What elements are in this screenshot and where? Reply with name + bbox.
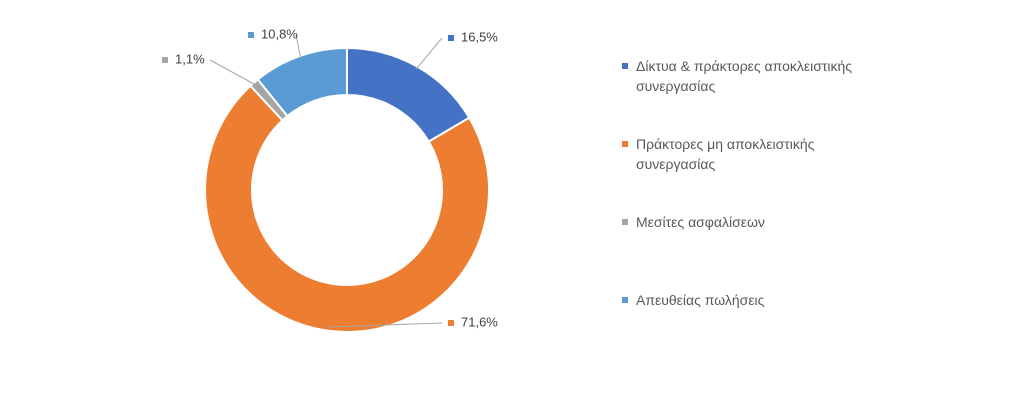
- legend-swatch: [622, 63, 628, 69]
- legend-item: Μεσίτες ασφαλίσεων: [622, 212, 876, 232]
- data-label: 71,6%: [461, 314, 498, 329]
- legend-item: Δίκτυα & πράκτορες αποκλειστικής συνεργα…: [622, 56, 876, 96]
- legend-label: Μεσίτες ασφαλίσεων: [636, 214, 765, 230]
- donut-slice: [256, 46, 348, 118]
- label-marker: [448, 35, 454, 41]
- leader-line: [295, 34, 302, 60]
- legend-item: Απευθείας πωλήσεις: [622, 290, 876, 310]
- label-marker: [448, 320, 454, 326]
- label-marker: [248, 32, 254, 38]
- data-label: 1,1%: [175, 51, 205, 66]
- legend-swatch: [622, 141, 628, 147]
- data-label: 10,8%: [261, 26, 298, 41]
- data-label: 16,5%: [461, 29, 498, 44]
- leader-line: [209, 59, 257, 86]
- leader-line: [415, 37, 443, 71]
- legend-label: Απευθείας πωλήσεις: [636, 292, 765, 308]
- donut-slice: [204, 84, 490, 333]
- legend-swatch: [622, 297, 628, 303]
- legend-label: Δίκτυα & πράκτορες αποκλειστικής συνεργα…: [636, 58, 853, 94]
- leader-line: [327, 322, 443, 328]
- legend-label: Πράκτορες μη αποκλειστικής συνεργασίας: [636, 136, 815, 172]
- legend-swatch: [622, 219, 628, 225]
- label-marker: [162, 57, 168, 63]
- legend-item: Πράκτορες μη αποκλειστικής συνεργασίας: [622, 134, 876, 174]
